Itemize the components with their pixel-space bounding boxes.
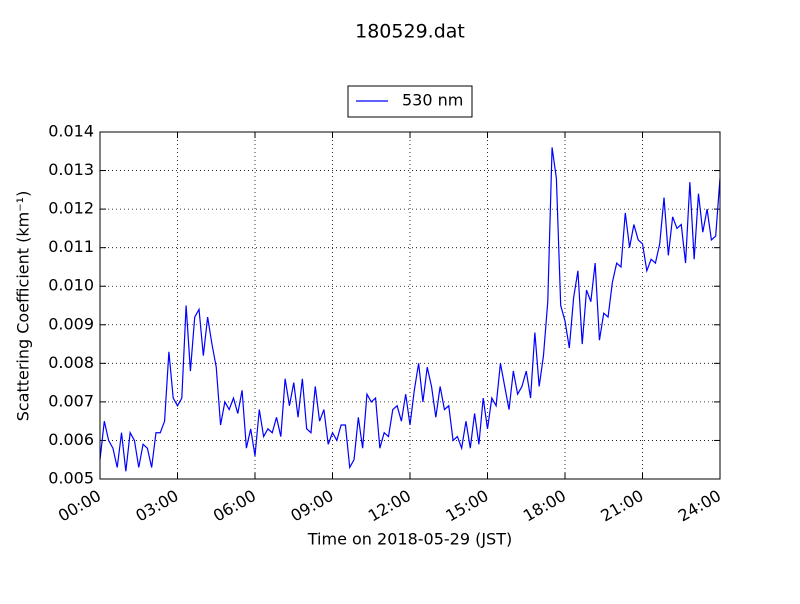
chart-title: 180529.dat [355,21,465,43]
x-tick-label: 12:00 [365,486,414,526]
y-tick-label: 0.013 [48,160,94,179]
y-tick-label: 0.005 [48,469,94,488]
x-tick-label: 03:00 [132,486,181,526]
y-axis-label: Scattering Coefficient (km⁻¹) [14,191,33,422]
x-tick-label: 21:00 [597,486,646,526]
y-tick-label: 0.012 [48,199,94,218]
data-line [99,147,721,472]
x-tick-label: 18:00 [520,486,569,526]
x-tick-label: 09:00 [287,486,336,526]
y-tick-label: 0.007 [48,391,94,410]
x-tick-label: 00:00 [55,486,104,526]
y-tick-label: 0.011 [48,237,94,256]
y-tick-label: 0.008 [48,353,94,372]
y-tick-label: 0.009 [48,314,94,333]
x-axis-label: Time on 2018-05-29 (JST) [307,530,512,549]
y-tick-label: 0.010 [48,276,94,295]
x-tick-label: 24:00 [675,486,724,526]
x-tick-label: 15:00 [442,486,491,526]
y-tick-label: 0.006 [48,430,94,449]
legend-box [347,85,473,118]
x-tick-label: 06:00 [210,486,259,526]
legend-label: 530 nm [402,91,463,110]
plot-frame [99,131,721,480]
y-tick-label: 0.014 [48,122,94,141]
